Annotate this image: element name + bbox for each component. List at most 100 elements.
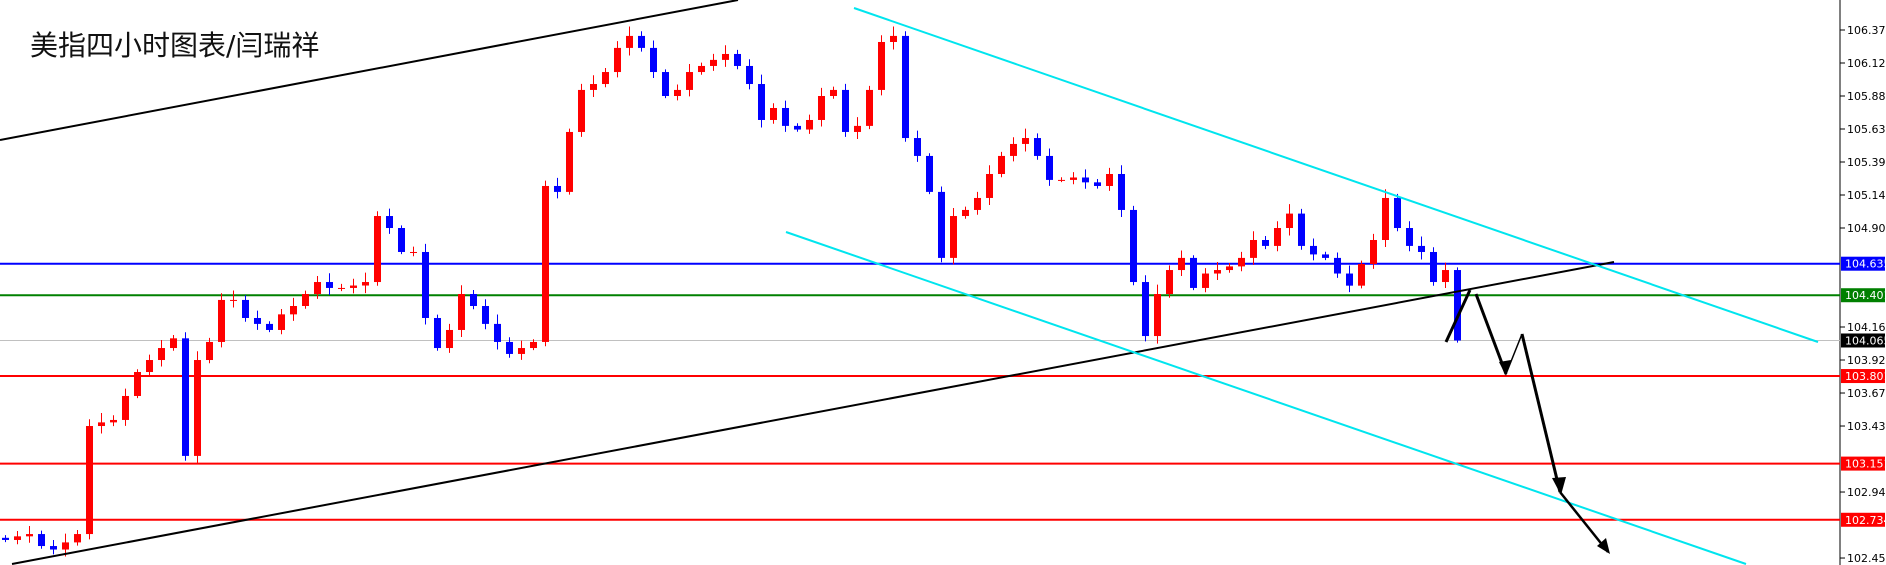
candle-body [2,537,9,540]
price-level-badge [1841,369,1885,384]
candle-body [1358,263,1365,286]
candle-body [266,323,273,330]
candle-body [374,216,381,283]
candle-body [1070,177,1077,180]
candle-body [554,185,561,192]
price-level-badge [1841,256,1885,271]
y-tick-label: 102.940 [1847,486,1886,499]
candle-body [950,216,957,258]
y-tick-label: 103.920 [1847,354,1886,367]
candle-body [494,323,501,342]
forecast-arrow-down-3[interactable] [1559,491,1609,553]
candle-body [1406,228,1413,246]
candle-body [734,53,741,66]
price-level-badge [1841,288,1885,303]
candle-body [62,542,69,550]
candle-body [698,65,705,73]
lower-trend-line[interactable] [11,261,1615,565]
candle-body [662,72,669,97]
candle-body [1034,138,1041,156]
price-level-label: 102.734 [1845,514,1886,527]
candle-body [1202,273,1209,288]
candle-body [1046,155,1053,180]
price-level-label: 104.401 [1845,289,1886,302]
forecast-arrow-down-1[interactable] [1474,293,1508,375]
candle-body [1022,138,1029,144]
candle-body [1310,245,1317,255]
upper-trend-line[interactable] [0,0,739,141]
candle-body [614,47,621,73]
candle-body [602,72,609,85]
forecast-arrow-up-2[interactable] [1505,333,1523,375]
candle-body [938,191,945,258]
candle-body [1130,209,1137,283]
candle-body [182,338,189,456]
candle-body [506,341,513,354]
candle-body [638,35,645,48]
y-tick-label: 106.125 [1847,57,1886,70]
candle-body [110,419,117,423]
candle-body [1454,270,1461,341]
candle-body [578,89,585,132]
candle-body [194,360,201,456]
candle-body [566,131,573,192]
candle-body [242,299,249,318]
candle-body [1178,257,1185,271]
candle-body [362,282,369,286]
candle-body [74,534,81,543]
channel-upper-line[interactable] [853,7,1819,343]
candle-body [410,251,417,253]
candle-body [674,89,681,97]
candle-body [914,138,921,156]
y-tick-label: 103.430 [1847,420,1886,433]
candle-body [590,84,597,90]
candle-body [998,155,1005,174]
y-tick-label: 105.880 [1847,90,1886,103]
candle-body [1286,213,1293,229]
candle-body [686,72,693,90]
candle-body [14,536,21,540]
candle-body [1250,239,1257,258]
candle-body [782,107,789,126]
price-level-label: 103.801 [1845,370,1886,383]
candle-body [1154,294,1161,337]
candle-body [1166,270,1173,295]
candle-body [26,534,33,537]
candle-body [1226,266,1233,271]
candle-body [446,329,453,349]
candle-body [338,287,345,289]
candle-body [1442,270,1449,283]
candle-body [1106,173,1113,186]
candle-body [86,426,93,535]
candle-body [122,395,129,420]
candle-body [854,125,861,132]
candle-body [1238,257,1245,267]
candle-body [530,341,537,349]
candle-body [482,306,489,324]
candle-body [1094,182,1101,186]
candle-body [1382,197,1389,240]
candle-body [1262,239,1269,246]
candle-body [542,185,549,342]
forecast-arrow-up-1[interactable] [1444,289,1472,343]
candle-body [1010,143,1017,156]
candle-body [1346,273,1353,286]
y-tick-label: 104.900 [1847,222,1886,235]
candle-body [890,35,897,42]
arrow-head-icon [1597,538,1610,554]
candle-body [206,341,213,361]
channel-lower-line[interactable] [785,231,1747,565]
candle-body [806,119,813,130]
candle-body [470,294,477,307]
price-level-label: 104.065 [1845,334,1886,347]
candle-body [314,282,321,295]
candle-body [326,282,333,288]
candle-body [1190,257,1197,288]
candle-body [866,89,873,126]
candle-body [758,84,765,120]
forecast-arrow-down-2[interactable] [1520,333,1562,493]
candle-body [1118,173,1125,210]
candle-body [146,360,153,373]
